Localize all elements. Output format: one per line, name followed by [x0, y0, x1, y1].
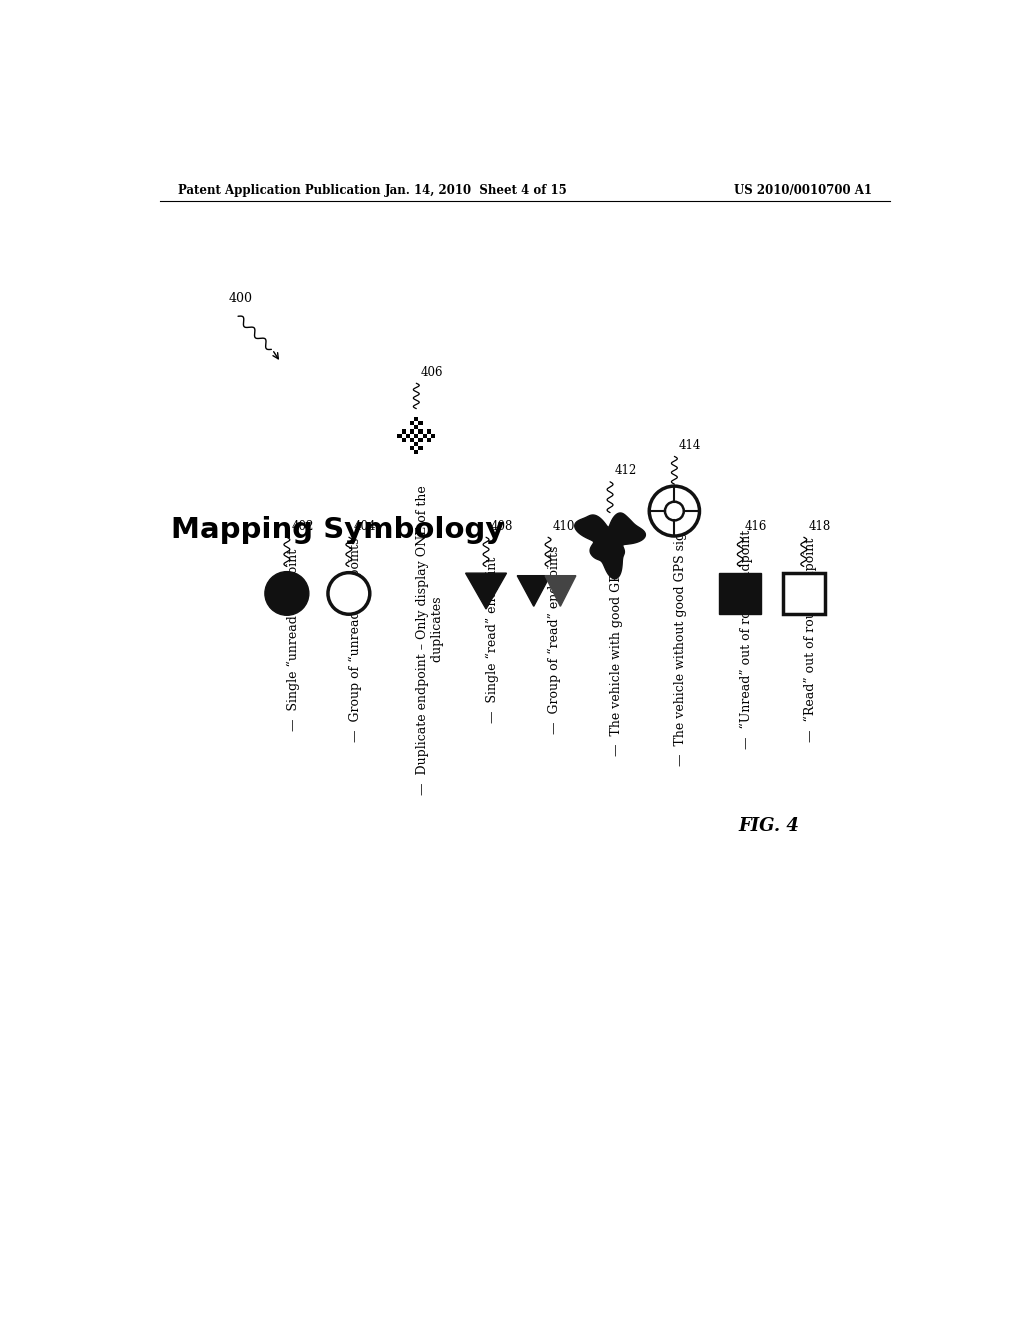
Bar: [397, 429, 401, 433]
Polygon shape: [574, 513, 645, 578]
Bar: [419, 446, 423, 450]
Bar: [419, 442, 423, 446]
Text: —  The vehicle without good GPS signal: — The vehicle without good GPS signal: [675, 513, 687, 767]
Bar: [419, 421, 423, 425]
Bar: [410, 417, 414, 421]
Text: US 2010/0010700 A1: US 2010/0010700 A1: [734, 183, 872, 197]
Circle shape: [665, 502, 684, 520]
Bar: [431, 438, 435, 442]
Bar: [419, 433, 423, 438]
Text: —  “Read” out of route endpoint: — “Read” out of route endpoint: [804, 537, 817, 742]
Text: 404: 404: [353, 520, 376, 533]
Bar: [406, 433, 410, 438]
Text: 406: 406: [421, 366, 443, 379]
Text: 408: 408: [490, 520, 513, 533]
Text: Jan. 14, 2010  Sheet 4 of 15: Jan. 14, 2010 Sheet 4 of 15: [385, 183, 568, 197]
Bar: [414, 450, 419, 454]
Text: —  The vehicle with good GPS signal: — The vehicle with good GPS signal: [610, 523, 623, 756]
Circle shape: [328, 573, 370, 614]
Polygon shape: [545, 576, 575, 606]
Text: 416: 416: [744, 520, 767, 533]
Bar: [401, 438, 406, 442]
Bar: [414, 433, 419, 438]
Bar: [719, 573, 761, 614]
Bar: [410, 450, 414, 454]
Text: Patent Application Publication: Patent Application Publication: [178, 183, 381, 197]
Bar: [406, 438, 410, 442]
Text: —  “Unread” out of route endpoint: — “Unread” out of route endpoint: [740, 531, 754, 750]
Circle shape: [649, 486, 699, 536]
Bar: [419, 417, 423, 421]
Bar: [423, 429, 427, 433]
Bar: [410, 433, 414, 438]
Bar: [414, 446, 419, 450]
Bar: [397, 438, 401, 442]
Bar: [419, 425, 423, 429]
Bar: [401, 429, 406, 433]
Bar: [414, 425, 419, 429]
Text: 414: 414: [679, 438, 701, 451]
Bar: [410, 446, 414, 450]
Text: FIG. 4: FIG. 4: [738, 817, 800, 834]
Bar: [410, 438, 414, 442]
Text: —  Single “read” endpoint: — Single “read” endpoint: [486, 557, 500, 723]
Bar: [419, 450, 423, 454]
Bar: [406, 429, 410, 433]
Text: 412: 412: [614, 465, 637, 478]
Bar: [410, 421, 414, 425]
Polygon shape: [517, 576, 550, 606]
Bar: [783, 573, 824, 614]
Bar: [427, 433, 431, 438]
Bar: [414, 421, 419, 425]
Text: 400: 400: [228, 292, 253, 305]
Text: —  Single “unread” endpoint: — Single “unread” endpoint: [287, 549, 300, 731]
Bar: [431, 429, 435, 433]
Bar: [397, 433, 401, 438]
Bar: [414, 438, 419, 442]
Polygon shape: [466, 573, 507, 609]
Bar: [410, 425, 414, 429]
Text: 418: 418: [809, 520, 830, 533]
Text: 410: 410: [553, 520, 575, 533]
Bar: [414, 429, 419, 433]
Bar: [431, 433, 435, 438]
Bar: [427, 438, 431, 442]
Bar: [427, 429, 431, 433]
Bar: [410, 429, 414, 433]
Bar: [401, 433, 406, 438]
Bar: [410, 442, 414, 446]
Text: 402: 402: [292, 520, 314, 533]
Bar: [423, 433, 427, 438]
Bar: [419, 438, 423, 442]
Text: —  Group of “read” endpoints: — Group of “read” endpoints: [548, 545, 561, 734]
Bar: [423, 438, 427, 442]
Bar: [414, 417, 419, 421]
Text: —  Duplicate endpoint – Only display ONE of the
     duplicates: — Duplicate endpoint – Only display ONE …: [417, 484, 444, 795]
Circle shape: [265, 572, 309, 615]
Bar: [414, 442, 419, 446]
Text: —  Group of “unread” endpoints: — Group of “unread” endpoints: [349, 537, 362, 742]
Text: Mapping Symbology: Mapping Symbology: [171, 516, 504, 544]
Bar: [419, 429, 423, 433]
